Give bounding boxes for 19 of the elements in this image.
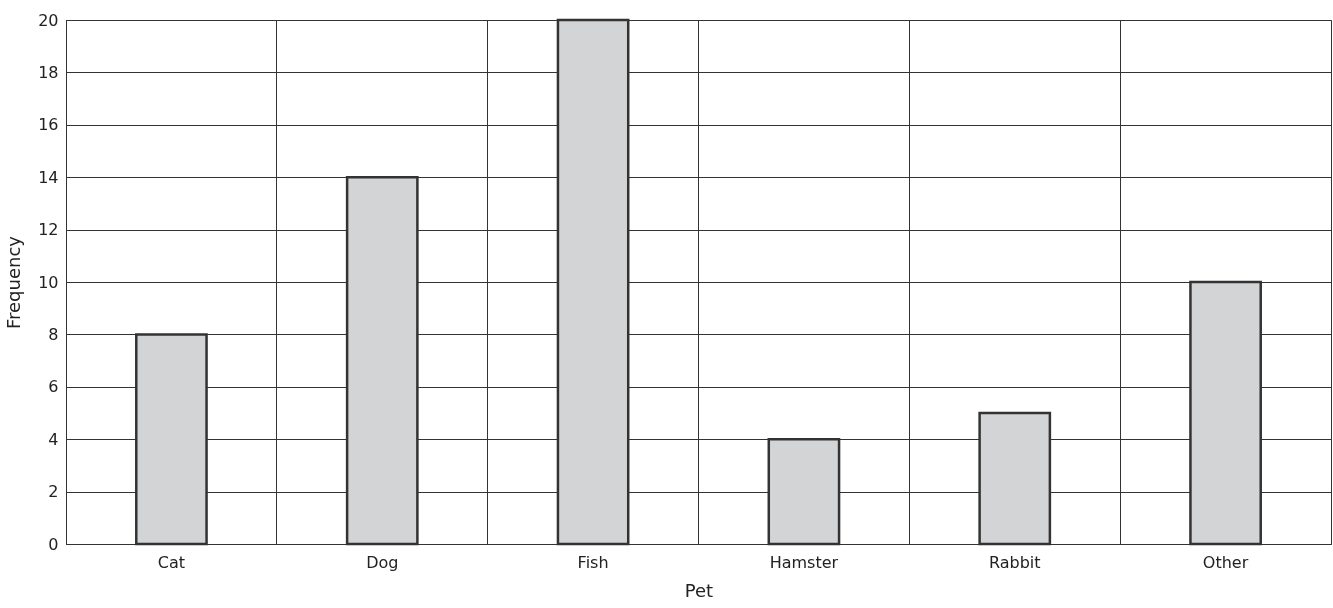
y-tick-label: 12 xyxy=(38,220,59,240)
y-tick-label: 0 xyxy=(48,534,59,554)
x-tick-label: Rabbit xyxy=(988,552,1041,572)
y-tick-label: 14 xyxy=(38,167,59,187)
y-tick-label: 16 xyxy=(38,115,59,135)
x-tick-label: Hamster xyxy=(769,552,839,572)
y-tick-label: 18 xyxy=(38,62,59,82)
y-tick-label: 10 xyxy=(38,272,59,292)
x-tick-label: Cat xyxy=(157,552,186,572)
x-axis-title: Pet xyxy=(684,579,714,601)
y-tick-label: 2 xyxy=(48,482,59,502)
y-tick-label: 4 xyxy=(48,429,59,449)
y-tick-label: 8 xyxy=(48,324,59,344)
y-tick-label: 20 xyxy=(38,10,59,30)
x-tick-label: Dog xyxy=(366,552,399,572)
y-tick-label: 6 xyxy=(48,377,59,397)
y-axis-title: Frequency xyxy=(3,235,25,329)
x-tick-label: Fish xyxy=(577,552,609,572)
x-tick-label: Other xyxy=(1202,552,1249,572)
